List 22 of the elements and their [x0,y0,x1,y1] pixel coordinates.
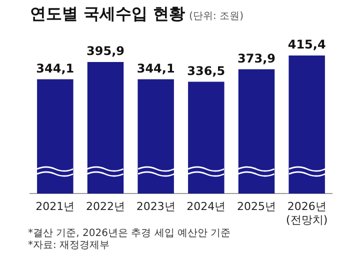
bar [138,79,174,194]
x-tick-label: 2021년 [36,200,75,214]
text: *자료: 재정경제부 [28,240,111,252]
data-label: 344,1 [136,61,175,76]
data-label: 415,4 [288,38,326,52]
bar [288,56,325,194]
x-tick-label: 2022년 [86,200,125,214]
chart-subtitle: (단위: 조원) [189,11,244,22]
text: *결산 기준, 2026년은 추경 세입 예산안 기준 [28,228,231,240]
bar [188,82,224,194]
bar [238,69,275,194]
x-tick-label: 2026년 (전망치) [286,200,328,226]
bar [37,79,74,194]
data-label: 395,9 [86,44,124,58]
bar [87,62,124,194]
data-label: 344,1 [36,61,74,76]
chart-title: 연도별 국세수입 현황 [30,4,186,23]
data-label: 336,5 [187,64,226,78]
data-label: 373,9 [238,51,276,66]
x-tick-label: 2024년 [186,200,226,214]
x-tick-label: 2023년 [136,200,176,214]
x-tick-label: 2025년 [237,200,276,214]
